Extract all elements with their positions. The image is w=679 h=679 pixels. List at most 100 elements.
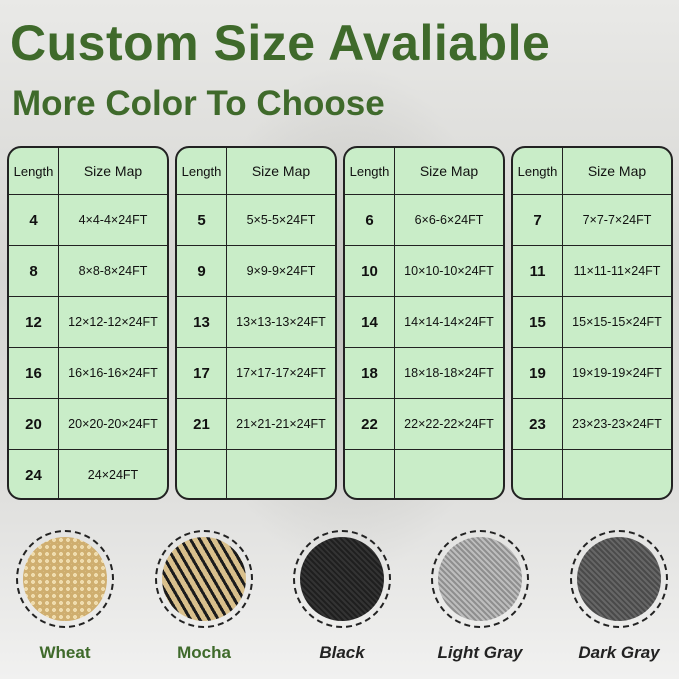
length-cell: 7 (513, 195, 563, 245)
table-row: 19 19×19-19×24FT (513, 347, 671, 398)
header-size-map: Size Map (587, 163, 647, 179)
size-cell: 18×18-18×24FT (404, 366, 494, 380)
size-cell: 7×7-7×24FT (582, 213, 652, 227)
size-cell: 8×8-8×24FT (78, 264, 148, 278)
header-size-map: Size Map (419, 163, 479, 179)
size-cell: 13×13-13×24FT (236, 315, 326, 329)
size-cell: 4×4-4×24FT (78, 213, 148, 227)
length-cell: 4 (9, 195, 59, 245)
length-cell: 8 (9, 246, 59, 296)
swatch-texture (577, 537, 661, 621)
table-row: 13 13×13-13×24FT (177, 296, 335, 347)
table-row: 20 20×20-20×24FT (9, 398, 167, 449)
swatch-texture (300, 537, 384, 621)
length-cell: 9 (177, 246, 227, 296)
size-cell: 16×16-16×24FT (68, 366, 158, 380)
length-cell: 17 (177, 348, 227, 398)
color-label: Mocha (177, 643, 231, 662)
color-swatch-wheat (16, 530, 114, 628)
length-cell: 23 (513, 399, 563, 449)
table-row: 8 8×8-8×24FT (9, 245, 167, 296)
color-label: Black (319, 643, 365, 662)
length-cell: 11 (513, 246, 563, 296)
length-cell: 5 (177, 195, 227, 245)
size-cell: 19×19-19×24FT (572, 366, 662, 380)
length-cell: 19 (513, 348, 563, 398)
table-row (177, 449, 335, 498)
table-row: 4 4×4-4×24FT (9, 194, 167, 245)
length-cell: 22 (345, 399, 395, 449)
length-cell: 6 (345, 195, 395, 245)
length-cell: 18 (345, 348, 395, 398)
size-cell: 20×20-20×24FT (68, 417, 158, 431)
size-table: Length Size Map 4 4×4-4×24FT 8 8×8-8×24FT 12 12… (7, 146, 169, 500)
length-cell: 12 (9, 297, 59, 347)
table-row: 5 5×5-5×24FT (177, 194, 335, 245)
table-row (513, 449, 671, 498)
length-cell: 14 (345, 297, 395, 347)
page-title: Custom Size Avaliable (10, 15, 551, 71)
table-row: 7 7×7-7×24FT (513, 194, 671, 245)
swatch-texture (438, 537, 522, 621)
table-header: Length Size Map (177, 148, 335, 194)
color-label: Wheat (39, 643, 91, 662)
size-cell: 14×14-14×24FT (404, 315, 494, 329)
size-table: Length Size Map 5 5×5-5×24FT 9 9×9-9×24FT 13 13… (175, 146, 337, 500)
size-table: Length Size Map 6 6×6-6×24FT 10 10×10-10×24FT… (343, 146, 505, 500)
table-row: 10 10×10-10×24FT (345, 245, 503, 296)
size-cell (563, 450, 671, 498)
table-row: 16 16×16-16×24FT (9, 347, 167, 398)
length-cell: 21 (177, 399, 227, 449)
page-subtitle: More Color To Choose (12, 84, 385, 123)
color-swatch-mocha (155, 530, 253, 628)
size-cell: 6×6-6×24FT (414, 213, 484, 227)
size-cell: 24×24FT (87, 468, 139, 482)
table-row: 14 14×14-14×24FT (345, 296, 503, 347)
header-length: Length (345, 148, 395, 194)
table-header: Length Size Map (345, 148, 503, 194)
table-row: 23 23×23-23×24FT (513, 398, 671, 449)
color-label: Light Gray (437, 643, 523, 662)
size-cell: 12×12-12×24FT (68, 315, 158, 329)
header-size-map: Size Map (251, 163, 311, 179)
length-cell: 10 (345, 246, 395, 296)
table-row: 17 17×17-17×24FT (177, 347, 335, 398)
color-swatch-dark-gray (570, 530, 668, 628)
size-cell: 22×22-22×24FT (404, 417, 494, 431)
header-length: Length (513, 148, 563, 194)
color-swatch-black (293, 530, 391, 628)
size-cell: 17×17-17×24FT (236, 366, 326, 380)
size-cell (395, 450, 503, 498)
length-cell: 13 (177, 297, 227, 347)
swatch-texture (23, 537, 107, 621)
length-cell: 24 (9, 450, 59, 498)
table-row: 11 11×11-11×24FT (513, 245, 671, 296)
table-row: 18 18×18-18×24FT (345, 347, 503, 398)
size-cell: 15×15-15×24FT (572, 315, 662, 329)
table-row: 12 12×12-12×24FT (9, 296, 167, 347)
size-cell: 9×9-9×24FT (246, 264, 316, 278)
table-row: 21 21×21-21×24FT (177, 398, 335, 449)
size-cell: 21×21-21×24FT (236, 417, 326, 431)
size-cell: 5×5-5×24FT (246, 213, 316, 227)
table-row (345, 449, 503, 498)
length-cell (345, 450, 395, 498)
size-cell: 10×10-10×24FT (404, 264, 494, 278)
table-header: Length Size Map (9, 148, 167, 194)
color-swatch-light-gray (431, 530, 529, 628)
table-row: 15 15×15-15×24FT (513, 296, 671, 347)
size-cell: 23×23-23×24FT (572, 417, 662, 431)
length-cell (177, 450, 227, 498)
table-header: Length Size Map (513, 148, 671, 194)
size-table: Length Size Map 7 7×7-7×24FT 11 11×11-11×24FT… (511, 146, 673, 500)
swatch-texture (162, 537, 246, 621)
header-length: Length (177, 148, 227, 194)
table-row: 6 6×6-6×24FT (345, 194, 503, 245)
header-length: Length (9, 148, 59, 194)
table-row: 9 9×9-9×24FT (177, 245, 335, 296)
length-cell (513, 450, 563, 498)
length-cell: 16 (9, 348, 59, 398)
color-label: Dark Gray (578, 643, 660, 662)
header-size-map: Size Map (83, 163, 143, 179)
length-cell: 20 (9, 399, 59, 449)
